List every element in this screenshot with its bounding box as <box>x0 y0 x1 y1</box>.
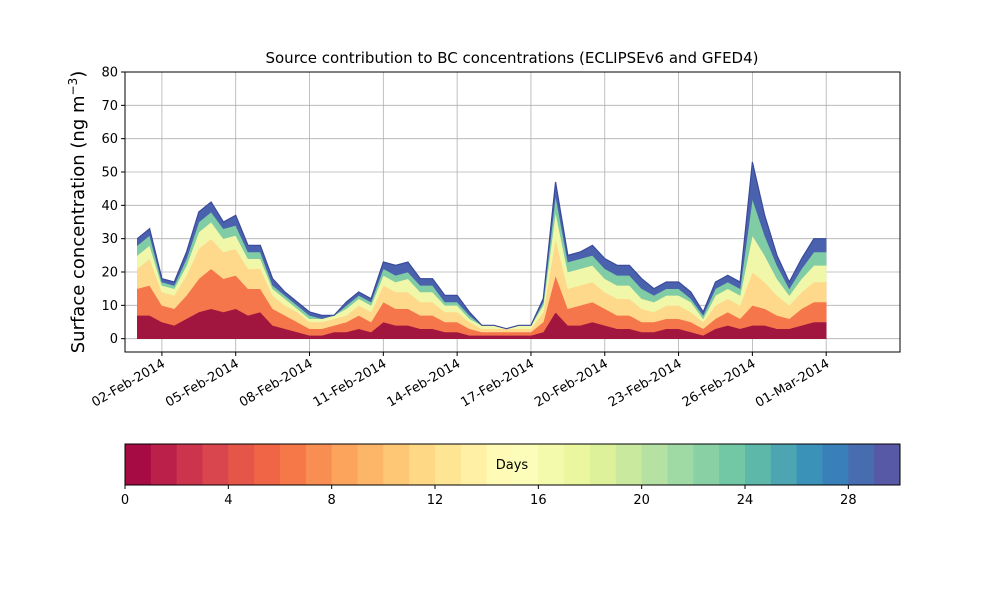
colorbar-swatch <box>125 444 152 485</box>
y-axis-title-main: Surface concentration (ng m <box>68 95 89 353</box>
colorbar-swatch <box>641 444 668 485</box>
colorbar-swatch <box>409 444 436 485</box>
y-tick-label: 30 <box>101 232 118 247</box>
colorbar-label: Days <box>496 458 529 473</box>
colorbar-swatch <box>202 444 229 485</box>
colorbar-swatch <box>564 444 591 485</box>
colorbar-swatch <box>615 444 643 485</box>
colorbar-swatch <box>383 444 410 485</box>
colorbar-swatch <box>693 444 720 485</box>
plot-frame <box>124 71 901 353</box>
colorbar-swatch <box>848 444 875 485</box>
colorbar-swatch <box>667 444 694 485</box>
colorbar-swatch <box>590 444 617 485</box>
colorbar-swatch <box>538 444 565 485</box>
colorbar-swatch <box>822 444 849 485</box>
total-outline <box>136 161 827 330</box>
y-tick-label: 20 <box>101 266 118 281</box>
colorbar-swatch <box>460 444 488 485</box>
stacked-areas <box>136 161 827 339</box>
y-tick-label: 70 <box>101 99 118 114</box>
colorbar-tick-label: 24 <box>737 493 754 508</box>
colorbar-swatch <box>512 444 539 485</box>
y-tick-label: 10 <box>101 299 118 314</box>
colorbar-swatch <box>357 444 384 485</box>
colorbar-tick-label: 0 <box>121 493 129 508</box>
colorbar-tick-label: 16 <box>530 493 547 508</box>
colorbar-tick-label: 28 <box>840 493 857 508</box>
colorbar-tick-label: 4 <box>224 493 232 508</box>
y-tick-label: 60 <box>101 132 118 147</box>
colorbar-swatch <box>796 444 823 485</box>
colorbar-swatch <box>254 444 281 485</box>
colorbar-swatch <box>874 444 901 485</box>
y-tick-label: 40 <box>101 199 118 214</box>
chart-title: Source contribution to BC concentrations… <box>265 49 758 67</box>
colorbar-tick-label: 8 <box>328 493 336 508</box>
colorbar-swatch <box>280 444 307 485</box>
y-tick-label: 0 <box>110 332 118 347</box>
y-axis-title: Surface concentration (ng m−3) <box>66 71 89 354</box>
colorbar-swatch <box>150 444 178 485</box>
colorbar-swatch <box>176 444 203 485</box>
colorbar: 0 4 8 12 16 20 24 28 <box>121 444 901 508</box>
colorbar-swatch <box>331 444 358 485</box>
colorbar-swatch <box>435 444 462 485</box>
y-axis: 0 10 20 30 40 50 60 70 80 <box>101 66 125 347</box>
colorbar-tick-label: 12 <box>427 493 444 508</box>
colorbar-swatch <box>719 444 746 485</box>
colorbar-swatch <box>486 444 513 485</box>
y-tick-label: 80 <box>101 66 118 81</box>
y-axis-title-exponent: −3 <box>66 78 80 96</box>
colorbar-swatch <box>228 444 255 485</box>
y-tick-label: 50 <box>101 166 118 181</box>
colorbar-swatch <box>745 444 772 485</box>
y-axis-title-close: ) <box>68 71 89 78</box>
colorbar-frame <box>124 443 901 486</box>
colorbar-swatch <box>770 444 798 485</box>
colorbar-tick-label: 20 <box>633 493 650 508</box>
colorbar-swatch <box>305 444 333 485</box>
